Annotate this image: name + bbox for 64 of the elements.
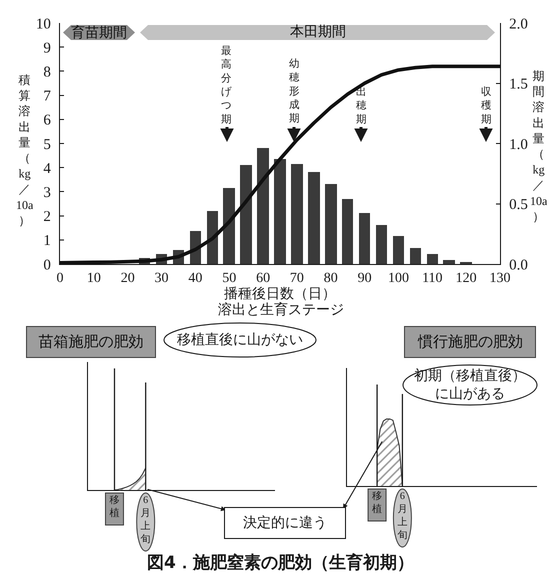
y-tick-label: 5 <box>43 136 51 153</box>
bar <box>359 213 370 264</box>
x-tick-label: 60 <box>256 270 270 286</box>
annotation: 最高分げつ期 <box>221 45 233 126</box>
bar <box>393 236 404 264</box>
x-tick-label: 70 <box>290 270 304 286</box>
text: 移植直後に山がない <box>177 332 303 348</box>
annotation: 出穂期 <box>356 85 367 126</box>
bar <box>342 199 353 264</box>
y2-tick-label: 1.0 <box>509 136 528 153</box>
bar <box>376 225 387 264</box>
x-tick-label: 20 <box>120 270 135 286</box>
bar <box>223 188 235 264</box>
x-axis-title: 播種後日数（日） <box>224 286 336 302</box>
y2-tick-label: 0.5 <box>509 197 528 213</box>
y2-tick-label: 1.5 <box>509 76 528 92</box>
x-tick-label: 10 <box>86 270 101 286</box>
bar <box>207 211 218 264</box>
annotation: 本田期間 <box>290 24 346 40</box>
bar <box>325 184 337 264</box>
text: 決定的に違う <box>243 515 327 531</box>
bar <box>410 248 421 264</box>
text: 積算溶出量（kg／10a） <box>16 73 34 228</box>
bar <box>257 148 269 264</box>
bar <box>274 159 286 264</box>
x-tick-label: 30 <box>154 270 169 286</box>
bar <box>308 172 320 264</box>
x-tick-label: 0 <box>56 270 64 286</box>
x-tick-label: 90 <box>358 270 372 286</box>
y2-tick-label: 2.0 <box>509 16 528 32</box>
x-tick-label: 130 <box>490 270 510 286</box>
x-tick-label: 50 <box>222 270 236 286</box>
annotation: 幼穂形成期 <box>289 57 300 125</box>
bar <box>291 164 303 264</box>
y-tick-label: 1 <box>43 233 51 250</box>
x-tick-label: 40 <box>188 270 202 286</box>
x-tick-label: 100 <box>388 270 409 286</box>
y-tick-label: 2 <box>43 209 51 226</box>
y-tick-label: 7 <box>43 88 52 105</box>
chart-title: 慣行施肥の肥効 <box>417 334 523 350</box>
y-tick-label: 3 <box>43 184 51 201</box>
y-tick-label: 4 <box>43 160 52 177</box>
bar <box>443 260 455 264</box>
x-tick-label: 6月上旬 <box>397 491 408 542</box>
y2-tick-label: 0.0 <box>509 257 528 274</box>
x-tick-label: 移植 <box>372 490 382 516</box>
text: 期間溶出量（kg／10a） <box>530 69 548 224</box>
caption: 図4．施肥窒素の肥効（生育初期） <box>147 552 414 573</box>
bar <box>427 254 438 264</box>
y-tick-label: 10 <box>36 16 51 32</box>
x-tick-label: 80 <box>324 270 338 286</box>
y-tick-label: 6 <box>43 112 52 129</box>
annotation: 収穫期 <box>481 85 492 126</box>
x-tick-label: 120 <box>456 270 477 286</box>
x-tick-label: 移植 <box>109 494 120 520</box>
x-tick-label: 6月上旬 <box>140 495 151 546</box>
bar <box>240 165 252 264</box>
y-tick-label: 0 <box>43 257 51 274</box>
chart-title: 苗箱施肥の肥効 <box>38 334 144 350</box>
y-tick-label: 8 <box>43 64 51 80</box>
text: 溶出と生育ステージ <box>218 301 344 318</box>
x-tick-label: 110 <box>422 270 443 286</box>
y-tick-label: 9 <box>43 40 51 56</box>
annotation: 育苗期間 <box>71 24 127 41</box>
